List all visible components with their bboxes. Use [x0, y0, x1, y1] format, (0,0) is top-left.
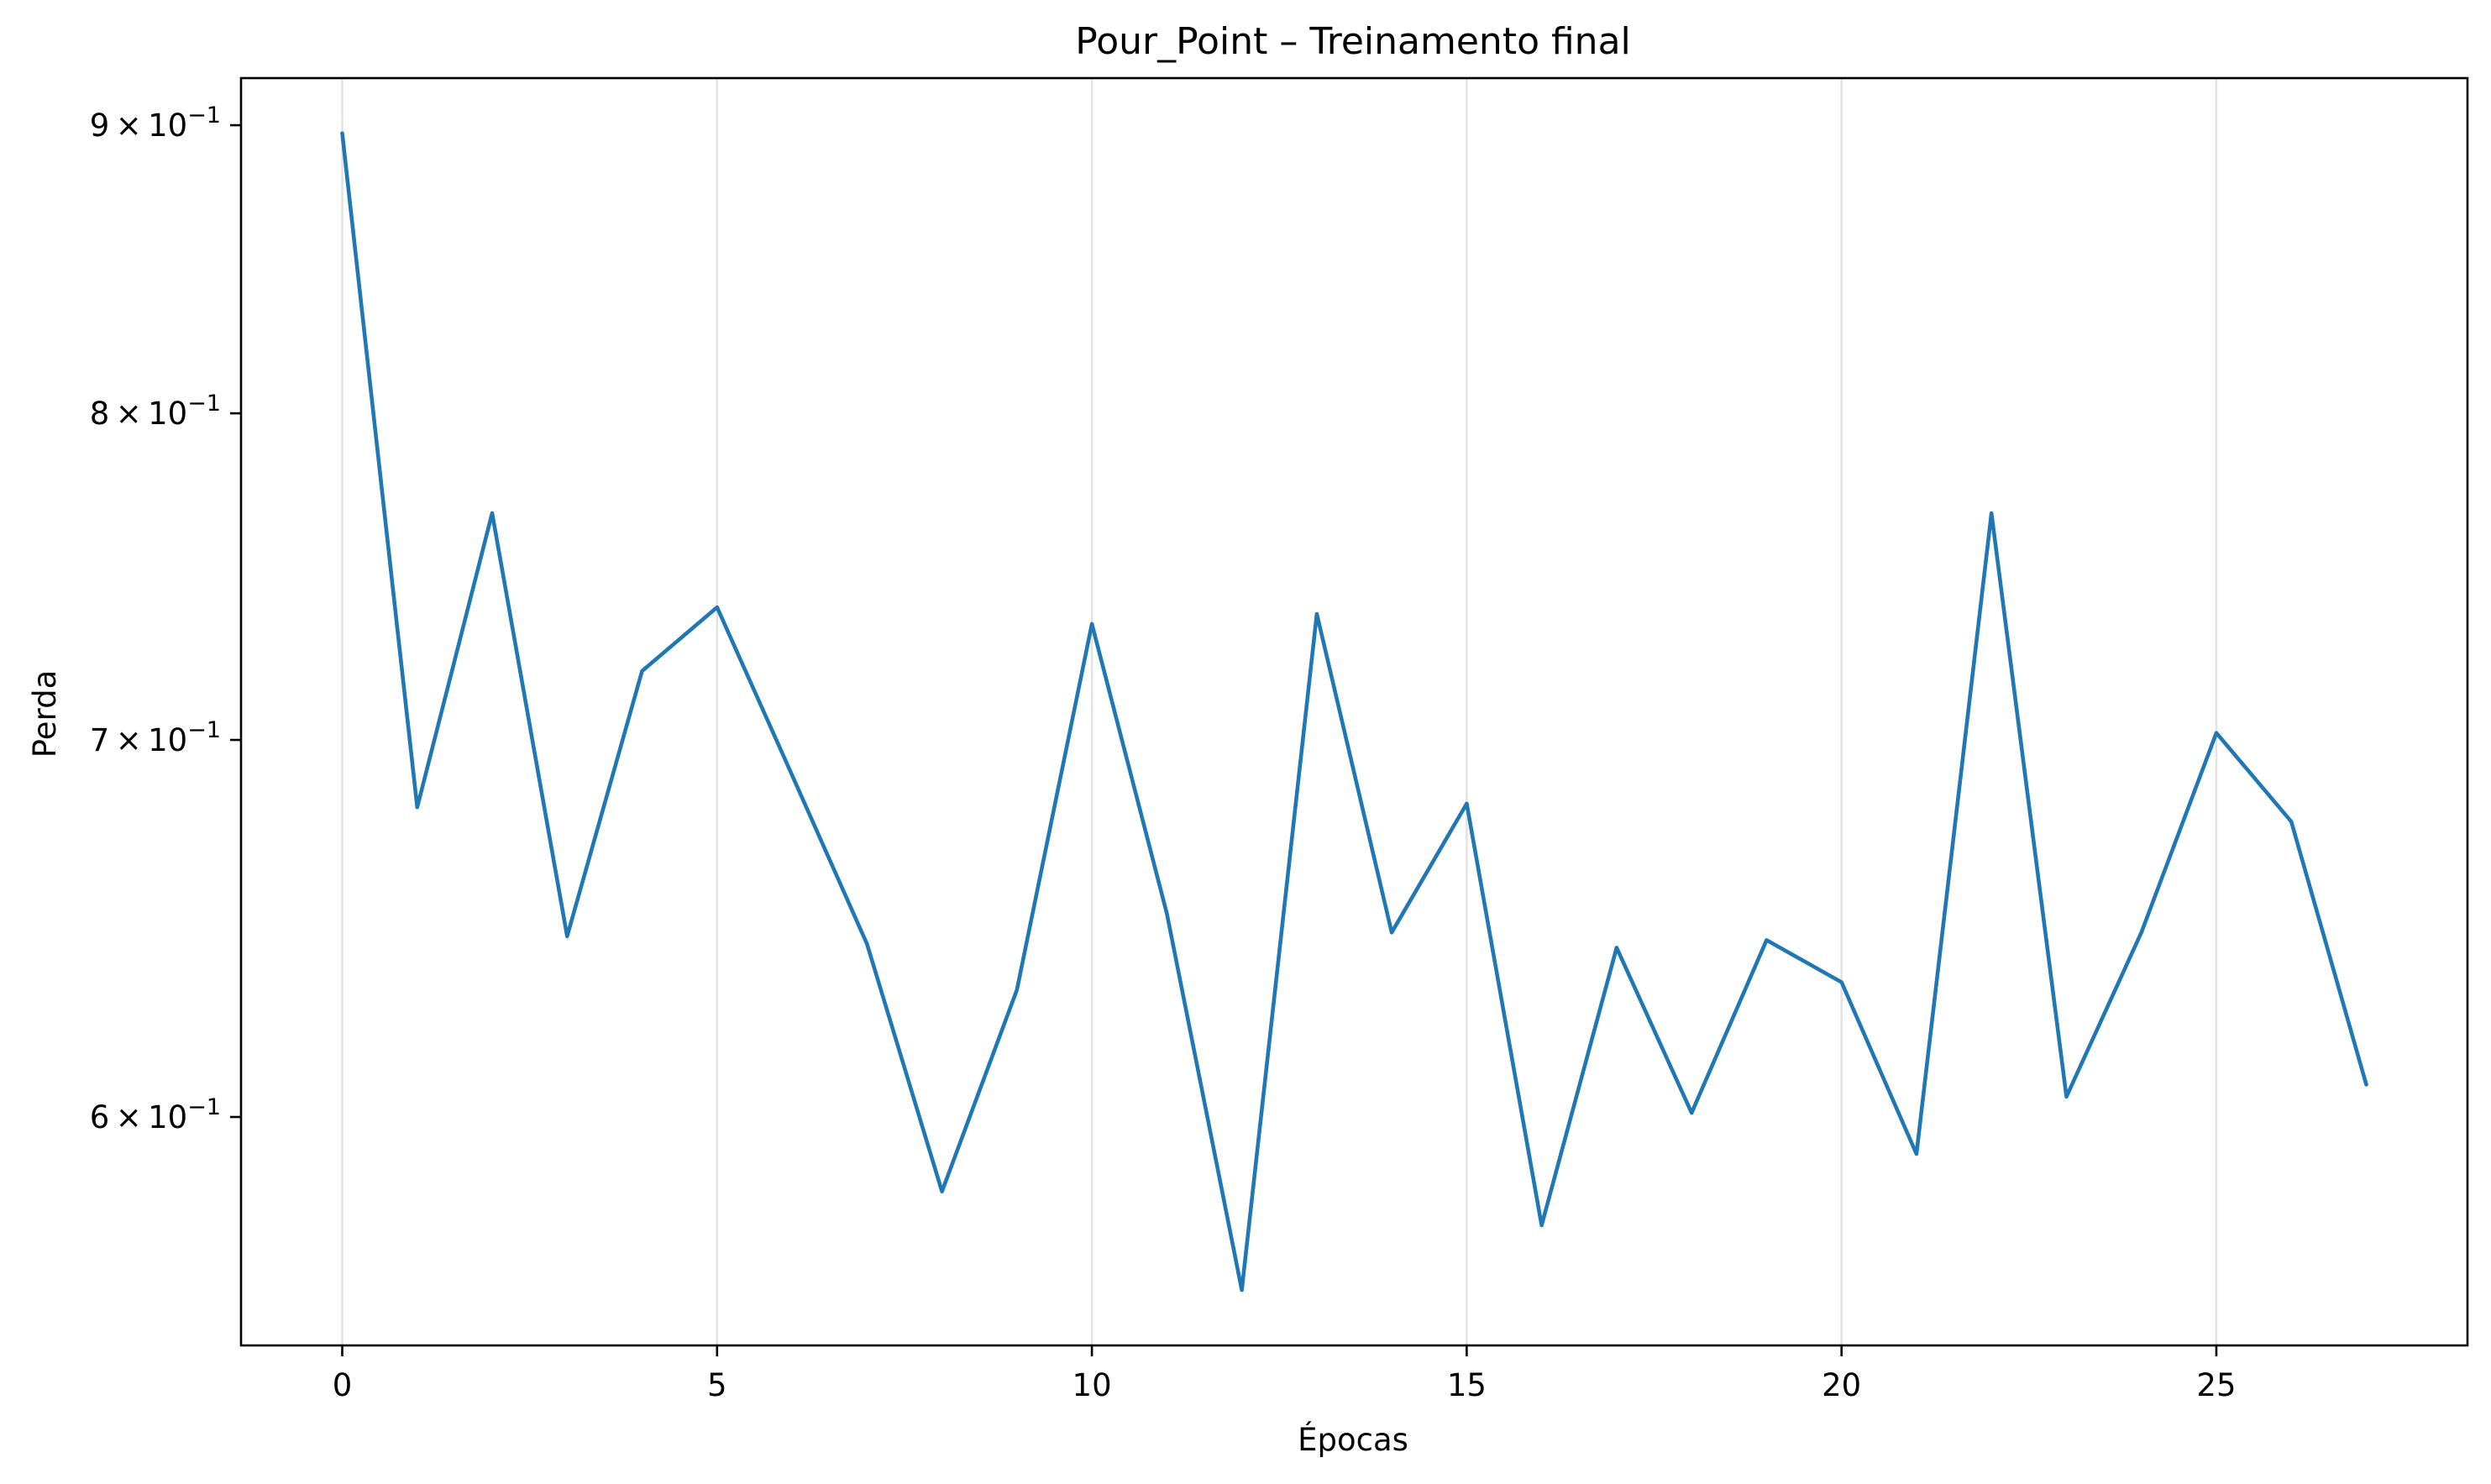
- chart-title: Pour_Point – Treinamento final: [1075, 20, 1631, 63]
- x-axis-ticks: 0 5 10 15 20 25: [333, 1345, 2237, 1403]
- plot-frame: [239, 76, 2469, 1347]
- y-axis-ticks: 9 × 10−1 8 × 10−1 7 × 10−1 6 × 10−1: [90, 102, 241, 1135]
- x-tick-label: 15: [1447, 1367, 1487, 1403]
- x-tick-label: 10: [1072, 1367, 1112, 1403]
- x-tick-label: 5: [707, 1367, 727, 1403]
- series-layer: [340, 131, 2368, 1293]
- x-axis-label: Épocas: [1298, 1421, 1408, 1458]
- y-tick-label: 9 × 10−1: [90, 102, 221, 144]
- loss-series-line: [340, 131, 2368, 1293]
- x-tick-label: 20: [1822, 1367, 1861, 1403]
- y-axis-label: Perda: [27, 670, 63, 758]
- grid: [341, 78, 2218, 1345]
- y-tick-label: 6 × 10−1: [90, 1094, 221, 1135]
- y-tick-label: 8 × 10−1: [90, 391, 221, 432]
- x-tick-label: 25: [2196, 1367, 2236, 1403]
- x-tick-label: 0: [333, 1367, 353, 1403]
- y-tick-label: 7 × 10−1: [90, 717, 221, 758]
